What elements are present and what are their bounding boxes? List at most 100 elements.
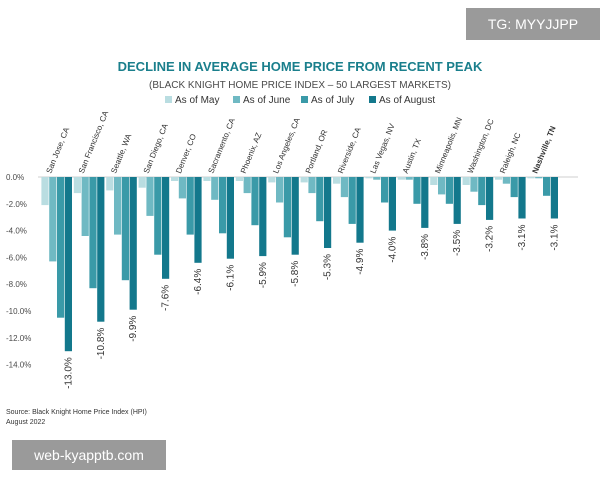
bar [226, 177, 234, 259]
bar [81, 177, 89, 236]
bar [348, 177, 356, 224]
category-label: San Jose, CA [45, 125, 72, 174]
y-tick-label: -8.0% [6, 280, 27, 289]
category-label: Washington, DC [466, 117, 496, 174]
bar [64, 177, 72, 352]
data-label: -10.8% [96, 328, 107, 360]
bar [413, 177, 421, 204]
bar [41, 177, 49, 206]
data-label: -9.9% [128, 316, 139, 342]
bar [535, 177, 543, 179]
data-label: -3.1% [549, 224, 560, 250]
y-tick-label: -4.0% [6, 227, 27, 236]
bar [438, 177, 446, 195]
legend-swatch-0 [165, 96, 172, 103]
bar [97, 177, 105, 322]
bar [388, 177, 396, 231]
data-label: -3.2% [485, 226, 496, 252]
legend-label-1: As of June [243, 95, 291, 106]
bar [243, 177, 251, 194]
category-label: Portland, OR [304, 128, 330, 174]
data-label: -4.0% [387, 236, 398, 262]
data-labels: -13.0% -10.8% -9.9% -7.6% -6.4% -6.1% -5.9% -5.… [63, 224, 560, 388]
source-line-1: Source: Black Knight Home Price Index (H… [6, 409, 147, 416]
legend: As of May As of June As of July As of Augus… [165, 95, 435, 106]
bar [154, 177, 162, 255]
bar [49, 177, 57, 262]
bar [283, 177, 291, 238]
data-label: -7.6% [161, 285, 172, 311]
bar [356, 177, 364, 243]
category-label: Austin, TX [401, 137, 423, 175]
category-label: San Diego, CA [142, 122, 170, 175]
bar [251, 177, 259, 226]
bar [445, 177, 453, 204]
bar [219, 177, 227, 234]
bar [333, 177, 341, 184]
data-label: -3.8% [420, 234, 431, 260]
bar [308, 177, 316, 194]
bar [550, 177, 558, 219]
bar [510, 177, 518, 198]
data-label: -4.9% [355, 249, 366, 275]
bar [203, 177, 211, 181]
bar [405, 177, 413, 180]
bar [268, 177, 276, 183]
y-tick-label: -12.0% [6, 334, 31, 343]
data-label: -5.8% [290, 261, 301, 287]
bar [495, 177, 503, 180]
watermark-bottom: web-kyapptb.com [12, 440, 166, 470]
category-label: Los Angeles, CA [271, 116, 302, 175]
bar [502, 177, 510, 184]
category-label: Minneapolis, MN [433, 116, 464, 175]
bar [114, 177, 122, 235]
bar [300, 177, 308, 183]
bar [146, 177, 154, 216]
bars [41, 177, 558, 352]
category-label: Denver, CO [174, 133, 198, 175]
category-label: Seattle, WA [109, 132, 133, 175]
category-label: Phoenix, AZ [239, 131, 264, 174]
category-label: Riverside, CA [336, 125, 363, 174]
data-label: -5.9% [258, 262, 269, 288]
bar [235, 177, 243, 181]
y-tick-label: -6.0% [6, 253, 27, 262]
bar [518, 177, 526, 219]
bar [194, 177, 202, 263]
bar [186, 177, 194, 235]
bar [129, 177, 137, 310]
y-tick-label: 0.0% [6, 173, 24, 182]
bar [462, 177, 470, 185]
data-label: -6.4% [193, 269, 204, 295]
legend-swatch-2 [301, 96, 308, 103]
bar [478, 177, 486, 206]
bar [211, 177, 219, 200]
bar [527, 177, 535, 179]
data-label: -3.5% [452, 230, 463, 256]
legend-label-0: As of May [175, 95, 219, 106]
bar [453, 177, 461, 224]
bar [138, 177, 146, 188]
bar [106, 177, 114, 191]
data-label: -6.1% [225, 265, 236, 291]
category-label: Nashville, TN [531, 125, 558, 175]
y-tick-label: -2.0% [6, 200, 27, 209]
y-tick-label: -10.0% [6, 307, 31, 316]
bar [73, 177, 81, 194]
bar [430, 177, 438, 185]
bar [276, 177, 284, 203]
bar [470, 177, 478, 192]
bar [365, 177, 373, 179]
category-label: Sacramento, CA [207, 116, 238, 174]
data-label: -3.1% [517, 224, 528, 250]
bar [397, 177, 405, 180]
bar [316, 177, 324, 222]
bar [162, 177, 170, 279]
bar [340, 177, 348, 198]
data-label: -13.0% [63, 357, 74, 389]
source-line-2: August 2022 [6, 419, 45, 426]
chart-subtitle: (BLACK KNIGHT HOME PRICE INDEX – 50 LARG… [149, 80, 451, 91]
bar [381, 177, 389, 203]
bar [89, 177, 97, 289]
